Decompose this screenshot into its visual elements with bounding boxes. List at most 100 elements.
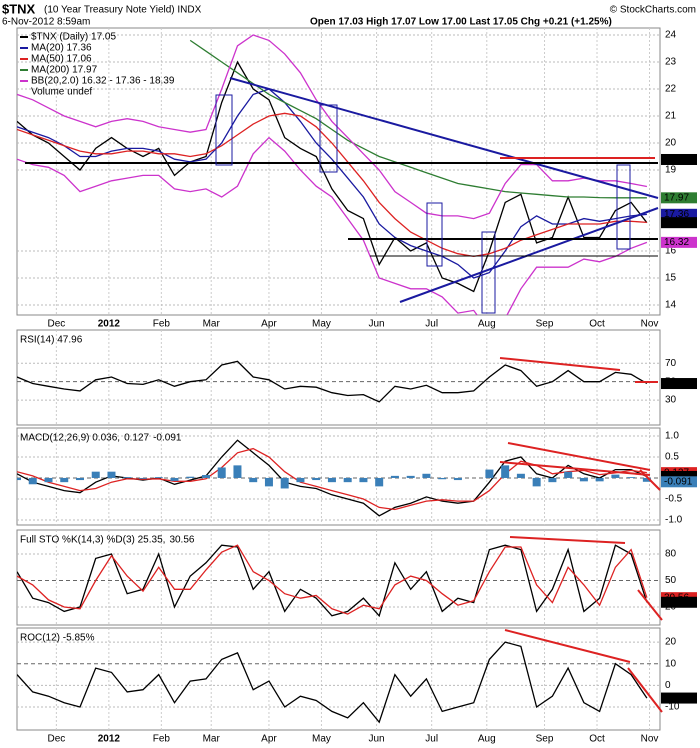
trendline	[509, 536, 626, 544]
value-tag	[661, 153, 697, 165]
trendline	[627, 667, 663, 713]
legend-label: RSI(14) 47.96	[20, 335, 83, 346]
x-tick-label: 2012	[98, 319, 121, 330]
series-line	[17, 544, 648, 618]
volume-label: Volume undef	[31, 87, 92, 98]
plot-content	[17, 428, 660, 525]
y-tick-label: 14	[665, 300, 677, 311]
value-tag-label: 25.35	[664, 597, 689, 608]
bar	[44, 477, 53, 483]
y-tick-label: 1.0	[665, 431, 679, 442]
x-tick-label: Oct	[589, 319, 605, 330]
x-tick-label: Mar	[203, 734, 221, 745]
x-tick-label: Oct	[589, 734, 605, 745]
highlight-box	[481, 231, 496, 314]
y-tick-label: 23	[665, 57, 677, 68]
trendline	[639, 469, 661, 491]
bar	[642, 477, 651, 482]
highlight-box	[319, 104, 338, 173]
y-tick-label: -10	[665, 702, 680, 713]
value-tag-label: 17.05	[664, 217, 689, 228]
bar	[532, 477, 541, 487]
y-tick-label: 16	[665, 246, 677, 257]
x-tick-label: Mar	[203, 319, 221, 330]
value-tag-label: 19.39	[664, 154, 689, 165]
x-tick-label: Jul	[425, 319, 438, 330]
symbol: $TNX	[2, 1, 36, 16]
series-line	[17, 641, 648, 724]
value-tag-label: 17.36	[664, 209, 689, 220]
bar	[627, 477, 636, 478]
x-tick-label: Dec	[47, 319, 65, 330]
series-line	[17, 60, 648, 293]
highlight-box	[215, 94, 233, 166]
legend-label: MA(20) 17.36	[31, 43, 92, 54]
bar	[579, 477, 588, 482]
series-line	[17, 88, 647, 279]
plot-area	[16, 529, 661, 626]
plot-area	[16, 427, 661, 526]
x-tick-label: Nov	[641, 734, 659, 745]
bar	[249, 477, 258, 483]
x-tick-label: Dec	[47, 734, 65, 745]
bar	[516, 473, 525, 478]
x-tick-label: Jun	[368, 734, 384, 745]
bar	[312, 477, 321, 481]
plot-content	[17, 628, 660, 730]
bar	[595, 477, 604, 482]
trendline	[499, 461, 651, 476]
bar	[233, 465, 242, 478]
value-tag-label: -5.85	[664, 693, 687, 704]
x-tick-label: May	[312, 319, 331, 330]
bar	[327, 477, 336, 483]
y-tick-label: 10	[665, 658, 677, 669]
value-tag-label: 17.97	[664, 192, 689, 203]
bar	[170, 477, 179, 481]
series-line	[17, 439, 648, 517]
bar	[17, 477, 21, 481]
source: © StockCharts.com	[610, 5, 696, 16]
value-tag	[661, 476, 697, 488]
bar	[75, 477, 84, 481]
bar	[485, 469, 494, 478]
date: 6-Nov-2012 8:59am	[2, 17, 90, 28]
bar	[296, 477, 305, 483]
y-tick-label: 15	[665, 273, 677, 284]
annotations	[25, 77, 663, 713]
legend-label: Full STO %K(14,3) %D(3) 25.35,	[20, 535, 165, 546]
series-line	[17, 136, 648, 315]
x-tick-label: Nov	[641, 319, 659, 330]
trendline	[507, 442, 651, 471]
value-tag	[661, 208, 697, 220]
y-tick-label: 22	[665, 84, 677, 95]
bar	[564, 471, 573, 478]
x-tick-label: Sep	[536, 319, 554, 330]
value-tag	[661, 596, 697, 608]
x-tick-label: Aug	[478, 319, 496, 330]
y-tick-label: 20	[665, 637, 677, 648]
bar	[60, 477, 69, 483]
x-tick-label: Jun	[368, 319, 384, 330]
bar	[406, 475, 415, 478]
y-tick-label: 24	[665, 30, 677, 41]
bar	[91, 471, 100, 478]
y-tick-label: 80	[665, 549, 677, 560]
y-tick-label: 20	[665, 138, 677, 149]
series-line	[17, 544, 648, 615]
bar	[453, 477, 462, 481]
value-tag	[661, 192, 697, 204]
value-tag	[661, 236, 697, 248]
y-tick-label: 30	[665, 395, 677, 406]
x-tick-label: Sep	[536, 734, 554, 745]
y-tick-label: 21	[665, 111, 677, 122]
value-tag-label: 16.32	[664, 237, 689, 248]
y-tick-label: 19	[665, 165, 677, 176]
value-tag	[661, 217, 697, 229]
value-tag-label: 47.96	[664, 378, 689, 389]
bar	[548, 477, 557, 483]
bar	[501, 465, 510, 478]
y-tick-label: -1.0	[665, 515, 683, 526]
bar	[28, 477, 37, 485]
x-tick-label: 2012	[98, 734, 121, 745]
plot-area	[16, 329, 661, 426]
